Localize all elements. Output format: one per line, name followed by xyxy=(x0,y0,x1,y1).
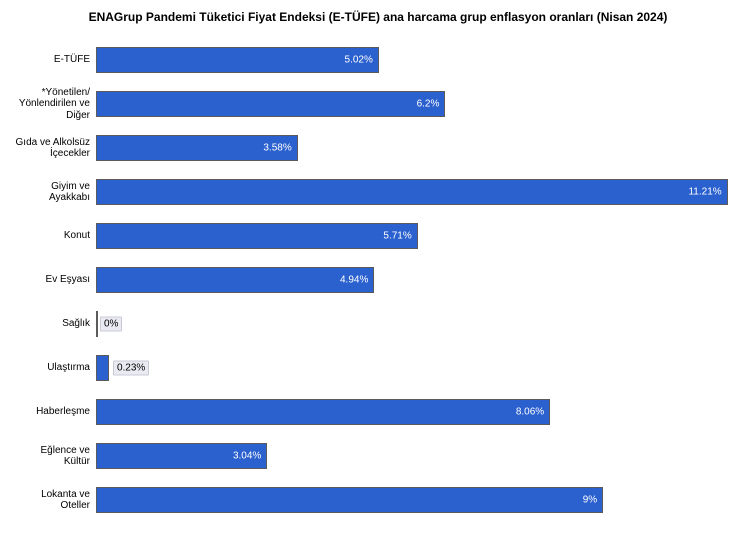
bar-row: Sağlık 0% xyxy=(12,302,744,346)
category-label: Haberleşme xyxy=(12,406,96,418)
category-label: Ev Eşyası xyxy=(12,274,96,286)
bar-value-label: 3.58% xyxy=(263,143,291,154)
bar-track: 0% xyxy=(96,302,744,346)
bar-track: 4.94% xyxy=(96,258,744,302)
category-label: Eğlence ve Kültür xyxy=(12,445,96,468)
category-label: Lokanta veOteller xyxy=(12,489,96,512)
bar-value-label: 5.71% xyxy=(383,231,411,242)
bar xyxy=(96,311,98,337)
bar-track: 9% xyxy=(96,478,744,522)
category-label: Giyim veAyakkabı xyxy=(12,181,96,204)
bar-value-label: 0.23% xyxy=(113,361,149,376)
bar xyxy=(96,267,374,293)
bar-row: Eğlence ve Kültür 3.04% xyxy=(12,434,744,478)
bar-value-label: 8.06% xyxy=(516,407,544,418)
bar-track: 3.58% xyxy=(96,126,744,170)
bar-value-label: 0% xyxy=(100,317,122,332)
bar xyxy=(96,487,603,513)
bar-row: Giyim veAyakkabı 11.21% xyxy=(12,170,744,214)
bar xyxy=(96,179,728,205)
bar xyxy=(96,223,418,249)
category-label: Ulaştırma xyxy=(12,362,96,374)
bar-track: 5.02% xyxy=(96,38,744,82)
bar-row: Ulaştırma 0.23% xyxy=(12,346,744,390)
bar xyxy=(96,47,379,73)
category-label: Konut xyxy=(12,230,96,242)
bar-row: Gıda ve Alkolsüzİçecekler 3.58% xyxy=(12,126,744,170)
bar-track: 8.06% xyxy=(96,390,744,434)
chart-title: ENAGrup Pandemi Tüketici Fiyat Endeksi (… xyxy=(12,10,744,24)
bar-value-label: 3.04% xyxy=(233,451,261,462)
bar-value-label: 4.94% xyxy=(340,275,368,286)
bar-track: 11.21% xyxy=(96,170,744,214)
bar-track: 0.23% xyxy=(96,346,744,390)
bar-value-label: 9% xyxy=(583,495,597,506)
bar-track: 6.2% xyxy=(96,82,744,126)
chart-plot-area: E-TÜFE 5.02% *Yönetilen/Yönlendirilen veDi… xyxy=(12,38,744,526)
bar xyxy=(96,399,550,425)
bar-row: E-TÜFE 5.02% xyxy=(12,38,744,82)
bar-value-label: 6.2% xyxy=(417,99,440,110)
bar-row: Haberleşme 8.06% xyxy=(12,390,744,434)
bar xyxy=(96,355,109,381)
chart-container: ENAGrup Pandemi Tüketici Fiyat Endeksi (… xyxy=(0,0,756,539)
bar-value-label: 5.02% xyxy=(345,55,373,66)
category-label: E-TÜFE xyxy=(12,54,96,66)
bar-track: 5.71% xyxy=(96,214,744,258)
bar xyxy=(96,91,445,117)
category-label: *Yönetilen/Yönlendirilen veDiğer xyxy=(12,87,96,122)
bar-row: Konut 5.71% xyxy=(12,214,744,258)
bar-row: *Yönetilen/Yönlendirilen veDiğer 6.2% xyxy=(12,82,744,126)
category-label: Sağlık xyxy=(12,318,96,330)
bar-row: Ev Eşyası 4.94% xyxy=(12,258,744,302)
bar-track: 3.04% xyxy=(96,434,744,478)
bar-row: Lokanta veOteller 9% xyxy=(12,478,744,522)
bar-value-label: 11.21% xyxy=(688,187,721,198)
category-label: Gıda ve Alkolsüzİçecekler xyxy=(12,137,96,160)
